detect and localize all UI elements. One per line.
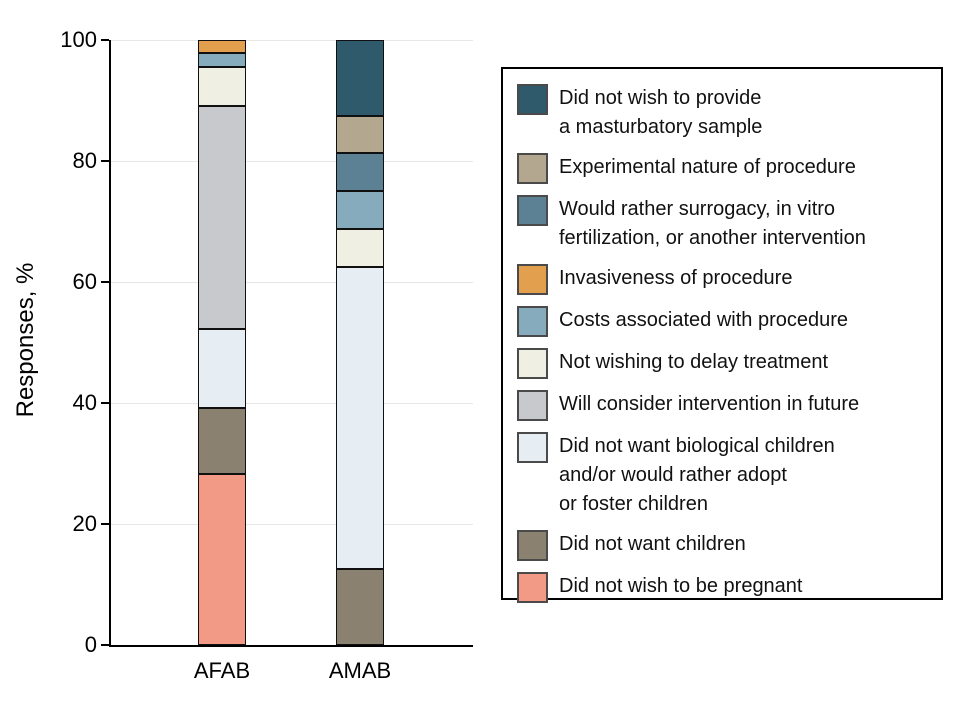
stacked-bar-afab bbox=[198, 40, 246, 645]
x-tick-label-afab: AFAB bbox=[193, 658, 251, 683]
y-tick-label: 40 bbox=[72, 390, 97, 415]
gridline bbox=[111, 282, 473, 283]
gridline bbox=[111, 524, 473, 525]
legend-label: Not wishing to delay treatment bbox=[559, 351, 829, 373]
bar-segment bbox=[336, 40, 384, 116]
bar-segment bbox=[336, 153, 384, 192]
bar-segment bbox=[198, 329, 246, 408]
bar-segment bbox=[198, 473, 246, 645]
legend-item: Will consider intervention in future bbox=[517, 390, 927, 421]
gridline bbox=[111, 161, 473, 162]
legend-item: Did not want biological children and/or … bbox=[517, 432, 927, 519]
legend-item: Costs associated with procedure bbox=[517, 306, 927, 337]
y-tick-label: 20 bbox=[72, 511, 97, 536]
bar-segment bbox=[336, 569, 384, 645]
bar-segment bbox=[336, 229, 384, 267]
legend-item: Did not wish to provide a masturbatory s… bbox=[517, 84, 927, 142]
legend-swatch bbox=[517, 530, 548, 561]
legend-item: Not wishing to delay treatment bbox=[517, 348, 927, 379]
gridline bbox=[111, 403, 473, 404]
bar-segment bbox=[198, 105, 246, 330]
legend-swatch bbox=[517, 432, 548, 463]
y-axis-tick bbox=[101, 402, 109, 404]
y-tick-label: 0 bbox=[84, 632, 97, 657]
legend-label: Did not want biological children and/or … bbox=[559, 435, 835, 515]
y-tick-label: 100 bbox=[60, 27, 97, 52]
stacked-bar-amab bbox=[336, 40, 384, 645]
legend-label: Experimental nature of procedure bbox=[559, 156, 856, 178]
legend-swatch bbox=[517, 348, 548, 379]
legend-label: Costs associated with procedure bbox=[559, 309, 849, 331]
y-axis-tick bbox=[101, 281, 109, 283]
bar-segment bbox=[336, 266, 384, 570]
legend-item: Would rather surrogacy, in vitro fertili… bbox=[517, 195, 927, 253]
legend-swatch bbox=[517, 84, 548, 115]
gridline bbox=[111, 40, 473, 41]
legend: Did not wish to provide a masturbatory s… bbox=[501, 67, 943, 603]
legend-swatch bbox=[517, 390, 548, 421]
legend-swatch bbox=[517, 195, 548, 226]
bar-segment bbox=[336, 191, 384, 230]
y-axis-tick bbox=[101, 644, 109, 646]
legend-item: Invasiveness of procedure bbox=[517, 264, 927, 295]
plot-area bbox=[101, 39, 473, 647]
y-tick-label: 60 bbox=[72, 269, 97, 294]
legend-swatch bbox=[517, 264, 548, 295]
bar-segment bbox=[198, 407, 246, 474]
legend-label: Would rather surrogacy, in vitro fertili… bbox=[559, 198, 866, 249]
legend-label: Did not want children bbox=[559, 533, 746, 555]
y-tick-label: 80 bbox=[72, 148, 97, 173]
legend-item: Experimental nature of procedure bbox=[517, 153, 927, 184]
bar-segment bbox=[336, 115, 384, 154]
y-axis-tick bbox=[101, 39, 109, 41]
legend-label: Did not wish to provide a masturbatory s… bbox=[559, 87, 763, 138]
legend-swatch bbox=[517, 306, 548, 337]
legend-item: Did not wish to be pregnant bbox=[517, 572, 927, 603]
legend-swatch bbox=[517, 572, 548, 603]
legend-swatch bbox=[517, 153, 548, 184]
legend-label: Will consider intervention in future bbox=[559, 393, 860, 415]
y-axis-tick bbox=[101, 523, 109, 525]
legend-label: Invasiveness of procedure bbox=[559, 267, 793, 289]
bar-segment bbox=[198, 53, 246, 67]
bar-segment bbox=[198, 66, 246, 106]
legend-item: Did not want children bbox=[517, 530, 927, 561]
bar-segment bbox=[198, 40, 246, 54]
legend-label: Did not wish to be pregnant bbox=[559, 575, 803, 597]
x-tick-label-amab: AMAB bbox=[328, 658, 392, 683]
y-axis-tick bbox=[101, 160, 109, 162]
